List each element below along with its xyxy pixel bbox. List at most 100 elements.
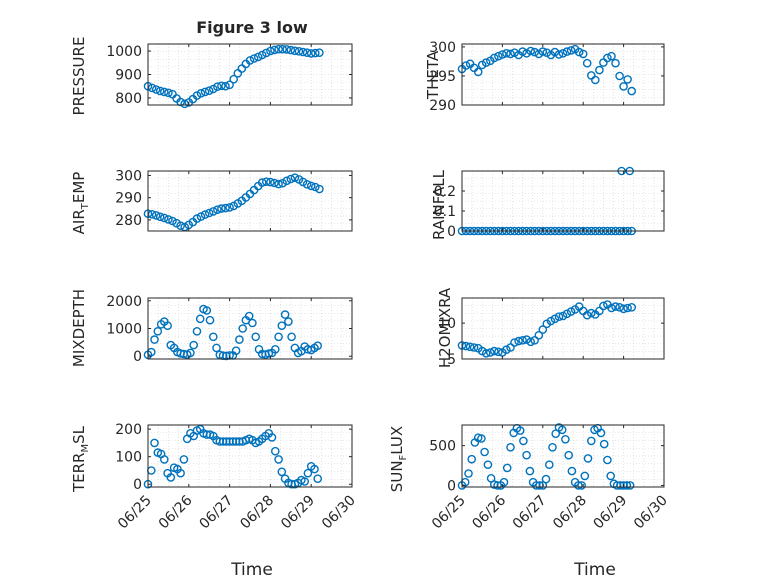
- y-tick-label: 5: [447, 352, 456, 368]
- data-point: [310, 48, 320, 58]
- data-point: [168, 216, 177, 226]
- data-point: [561, 434, 570, 444]
- subplot-rainfall: 0 0.1 0.2: [434, 166, 665, 240]
- data-point: [577, 481, 586, 490]
- data-point: [204, 86, 214, 95]
- data-point: [310, 464, 319, 474]
- data-point: [522, 450, 531, 460]
- data-point: [315, 184, 324, 194]
- data-point: [506, 49, 515, 59]
- data-point: [518, 335, 527, 345]
- subplot-h2omixra: 5 10: [438, 297, 665, 368]
- data-point: [315, 48, 324, 58]
- data-point: [202, 306, 212, 315]
- data-point: [150, 438, 159, 448]
- y-tick-label: 1000: [106, 44, 142, 60]
- data-point: [306, 181, 316, 191]
- y-tick-label: 0: [447, 224, 456, 240]
- data-point: [300, 477, 310, 486]
- data-point: [302, 179, 312, 189]
- y-axis-label-mixdepth: MIXDEPTH: [70, 289, 88, 367]
- data-point: [469, 343, 479, 352]
- data-point: [580, 471, 590, 481]
- data-point: [562, 309, 572, 319]
- data-point: [303, 468, 313, 478]
- data-point: [286, 174, 296, 184]
- axes-box: [147, 424, 353, 488]
- data-point: [166, 473, 176, 482]
- data-point: [290, 173, 300, 182]
- data-point: [615, 302, 624, 312]
- data-point: [244, 311, 254, 321]
- data-point: [477, 434, 486, 443]
- data-point: [623, 75, 632, 84]
- data-point: [180, 99, 189, 109]
- data-point: [274, 332, 283, 342]
- data-point: [208, 332, 218, 342]
- data-point: [574, 481, 583, 490]
- data-point: [612, 481, 622, 490]
- y-axis-label-theta: THETA: [424, 50, 442, 100]
- data-point: [587, 436, 596, 446]
- data-point: [522, 335, 531, 344]
- data-point: [270, 178, 279, 188]
- data-point: [558, 49, 568, 58]
- data-point: [282, 45, 292, 54]
- data-point: [225, 80, 234, 90]
- data-point: [261, 48, 271, 58]
- y-tick-label: 295: [429, 69, 456, 85]
- data-point: [266, 46, 275, 56]
- data-point: [294, 47, 304, 56]
- y-tick-label: 300: [115, 168, 142, 184]
- data-point: [599, 301, 608, 311]
- data-point: [582, 310, 592, 320]
- data-point: [155, 212, 165, 222]
- data-point: [596, 428, 606, 438]
- data-point: [261, 177, 271, 186]
- data-point: [619, 304, 628, 314]
- subplot-air-temp: 280 290 300: [115, 168, 353, 232]
- data-point: [251, 332, 260, 342]
- data-point: [313, 341, 323, 351]
- axes-box: [147, 170, 353, 232]
- data-point: [522, 49, 531, 58]
- data-point: [550, 314, 560, 324]
- data-point: [526, 46, 536, 56]
- data-point: [248, 318, 257, 328]
- data-point: [264, 349, 274, 358]
- data-point: [564, 450, 574, 460]
- data-point: [189, 340, 198, 350]
- data-point: [583, 454, 593, 463]
- data-point: [217, 81, 226, 91]
- data-point: [270, 446, 280, 456]
- data-point: [159, 455, 169, 464]
- data-point: [473, 67, 483, 77]
- data-point: [627, 302, 637, 312]
- y-tick-label: 1000: [106, 322, 142, 338]
- data-point: [548, 442, 557, 452]
- data-point: [542, 48, 552, 58]
- y-tick-label: 500: [429, 439, 456, 455]
- data-point: [231, 346, 241, 356]
- data-point: [155, 86, 165, 96]
- data-point: [483, 460, 493, 470]
- data-point: [274, 455, 283, 464]
- y-tick-label: 100: [115, 450, 142, 466]
- data-point: [278, 44, 287, 54]
- y-tick-label: 900: [115, 68, 142, 84]
- y-tick-label: 0: [447, 478, 456, 494]
- data-point: [270, 45, 279, 55]
- data-point: [557, 425, 567, 435]
- data-point: [186, 348, 195, 358]
- data-point: [213, 82, 222, 91]
- data-point: [164, 215, 173, 224]
- subplot-mixdepth: 0 1000 2000: [106, 294, 353, 365]
- data-point: [595, 65, 604, 75]
- data-point: [494, 51, 503, 61]
- data-point: [150, 335, 159, 344]
- data-point: [257, 50, 267, 60]
- data-point: [538, 47, 548, 56]
- data-point: [176, 468, 185, 478]
- data-point: [284, 317, 293, 326]
